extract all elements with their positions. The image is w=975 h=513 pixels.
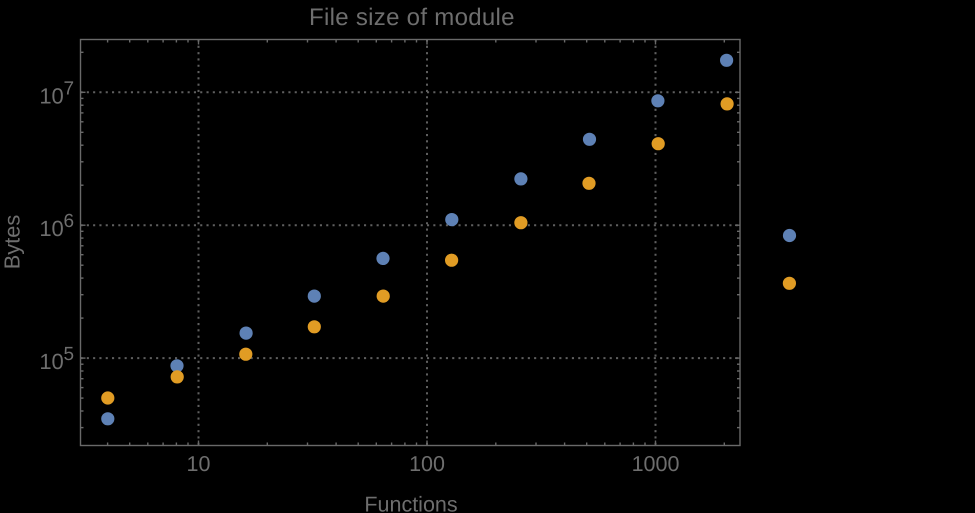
- svg-text:10: 10: [39, 83, 63, 108]
- svg-text:6: 6: [64, 211, 75, 232]
- svg-text:Bytes: Bytes: [0, 215, 25, 270]
- svg-text:10: 10: [187, 452, 211, 476]
- svg-text:7: 7: [64, 78, 75, 99]
- svg-text:Functions: Functions: [364, 492, 457, 513]
- svg-text:File size of module: File size of module: [309, 4, 515, 31]
- svg-text:1000: 1000: [632, 452, 680, 476]
- svg-text:5: 5: [64, 344, 75, 365]
- svg-text:100: 100: [409, 452, 445, 476]
- svg-text:10: 10: [39, 349, 63, 374]
- svg-text:10: 10: [39, 216, 63, 241]
